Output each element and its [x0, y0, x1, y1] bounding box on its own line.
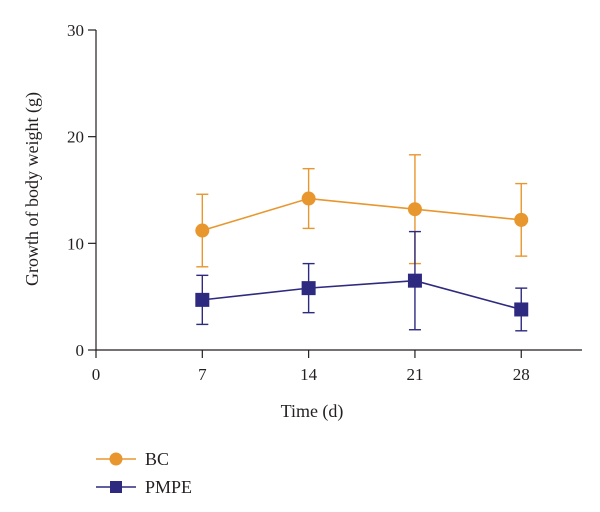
x-tick-label: 0 [92, 365, 101, 384]
data-point-pmpe [514, 302, 529, 317]
y-tick-label: 30 [67, 21, 84, 40]
x-tick-label: 7 [198, 365, 207, 384]
data-point-pmpe [195, 292, 210, 307]
data-point-bc [407, 202, 422, 217]
series-line-pmpe [202, 279, 522, 311]
data-point-pmpe [301, 281, 316, 296]
data-point-pmpe [407, 273, 422, 288]
legend-item-bc: BC [96, 449, 169, 469]
series-lines [202, 197, 522, 311]
data-markers [195, 191, 529, 317]
data-point-bc [195, 223, 210, 238]
legend-label-pmpe: PMPE [145, 477, 192, 497]
legend: BC PMPE [96, 449, 192, 497]
error-bars [196, 154, 528, 332]
legend-label-bc: BC [145, 449, 169, 469]
legend-item-pmpe: PMPE [96, 477, 192, 497]
legend-marker-pmpe [110, 481, 122, 493]
x-tick-label: 14 [300, 365, 318, 384]
axes: 0 10 20 30 0 7 14 21 28 [67, 21, 582, 384]
x-tick-label: 28 [513, 365, 530, 384]
data-point-bc [301, 191, 316, 206]
series-line-bc [202, 197, 522, 232]
y-tick-label: 0 [76, 341, 85, 360]
y-tick-label: 20 [67, 128, 84, 147]
data-point-bc [514, 212, 529, 227]
y-tick-label: 10 [67, 234, 84, 253]
x-ticks: 0 7 14 21 28 [92, 350, 530, 384]
y-ticks: 0 10 20 30 [67, 21, 96, 360]
y-axis-title: Growth of body weight (g) [22, 92, 43, 286]
x-axis-title: Time (d) [281, 401, 344, 422]
legend-marker-bc [109, 452, 123, 466]
x-tick-label: 21 [406, 365, 423, 384]
